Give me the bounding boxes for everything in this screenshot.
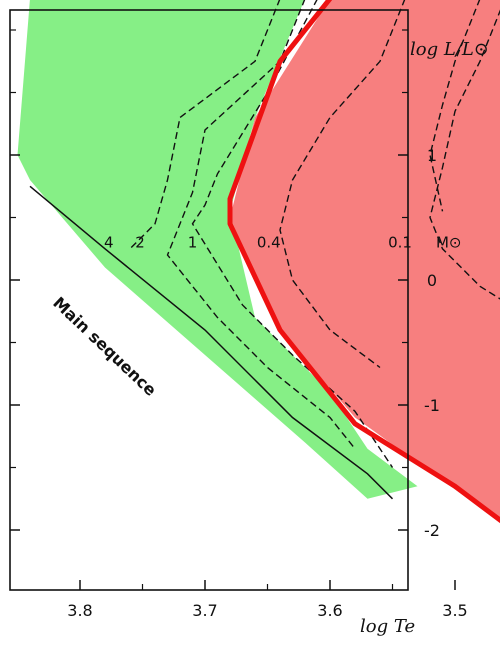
x-tick-label-3.7: 3.7 — [192, 601, 217, 620]
x-axis-title: log Te — [360, 616, 415, 637]
x-tick-label-3.8: 3.8 — [67, 601, 92, 620]
mass-label-4: 0.1 — [388, 234, 412, 252]
x-tick-label-3.6: 3.6 — [317, 601, 342, 620]
mass-label-0: 4 — [104, 234, 114, 252]
mass-label-5: M⊙ — [436, 234, 462, 252]
main-sequence-label: Main sequence — [49, 293, 160, 400]
mass-label-2: 1 — [188, 234, 198, 252]
y-tick-label--1: -1 — [424, 396, 440, 415]
y-tick-label-0: 0 — [427, 271, 437, 290]
y-axis-title: log L/L⊙ — [410, 39, 489, 60]
y-tick-label-1: 1 — [427, 146, 437, 165]
mass-label-3: 0.4 — [257, 234, 281, 252]
x-tick-label-3.5: 3.5 — [442, 601, 467, 620]
mass-label-1: 2 — [135, 234, 145, 252]
y-tick-label--2: -2 — [424, 521, 440, 540]
